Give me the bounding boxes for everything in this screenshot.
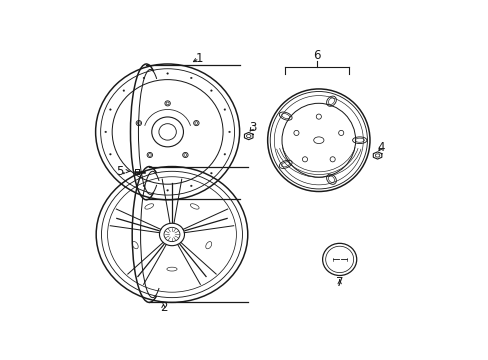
Ellipse shape <box>142 77 144 79</box>
Ellipse shape <box>224 109 225 111</box>
Text: 4: 4 <box>377 141 385 154</box>
Ellipse shape <box>166 189 168 191</box>
Ellipse shape <box>210 172 212 174</box>
Ellipse shape <box>190 77 192 79</box>
Ellipse shape <box>122 90 124 91</box>
Ellipse shape <box>122 172 124 174</box>
Ellipse shape <box>104 131 106 133</box>
Ellipse shape <box>109 153 111 155</box>
Ellipse shape <box>224 153 225 155</box>
Text: 6: 6 <box>312 49 320 62</box>
Ellipse shape <box>228 131 230 133</box>
Ellipse shape <box>142 185 144 187</box>
Ellipse shape <box>210 90 212 91</box>
Text: 5: 5 <box>116 165 123 178</box>
Text: 2: 2 <box>160 301 167 314</box>
Ellipse shape <box>109 109 111 111</box>
Text: 7: 7 <box>335 276 343 289</box>
Text: 3: 3 <box>248 121 256 134</box>
Ellipse shape <box>190 185 192 187</box>
Ellipse shape <box>166 73 168 75</box>
Text: 1: 1 <box>195 52 203 65</box>
